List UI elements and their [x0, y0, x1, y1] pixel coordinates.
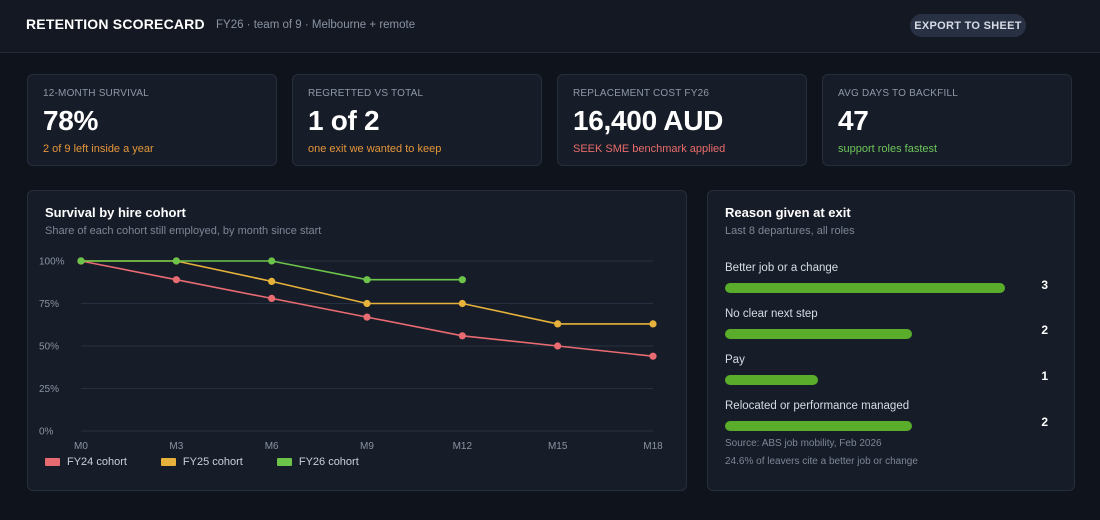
legend-item: FY26 cohort: [276, 455, 359, 469]
reason-bar: [725, 375, 1025, 385]
reason-label: Relocated or performance managed: [725, 400, 910, 412]
legend-label: FY24 cohort: [67, 456, 127, 468]
data-point: [172, 257, 180, 265]
reason-bar-fill: [725, 283, 1005, 293]
kpi-value: 78%: [43, 105, 99, 136]
y-tick-label: 50%: [39, 342, 59, 353]
reasons-footnote: 24.6% of leavers cite a better job or ch…: [725, 456, 918, 467]
data-point: [649, 352, 657, 360]
kpi-card-replacement-cost: REPLACEMENT COST FY26 16,400 AUD SEEK SM…: [557, 74, 807, 166]
legend-swatch: [276, 458, 292, 466]
data-point: [458, 332, 466, 340]
reason-bar: [725, 329, 1025, 339]
legend-item: FY25 cohort: [160, 455, 243, 469]
kpi-note: one exit we wanted to keep: [308, 143, 442, 155]
kpi-card-backfill-days: AVG DAYS TO BACKFILL 47 support roles fa…: [822, 74, 1072, 166]
legend-swatch: [160, 458, 176, 466]
data-point: [554, 342, 562, 350]
legend-label: FY26 cohort: [298, 456, 359, 468]
reasons-title: Reason given at exit: [725, 205, 851, 220]
data-point: [458, 299, 466, 308]
data-point: [77, 257, 85, 265]
data-point: [172, 276, 180, 284]
x-tick-label: M6: [265, 441, 279, 452]
y-tick-label: 100%: [39, 257, 65, 268]
kpi-note: 2 of 9 left inside a year: [43, 143, 154, 155]
kpi-label: AVG DAYS TO BACKFILL: [838, 88, 958, 99]
legend-label: FY25 cohort: [182, 456, 243, 468]
reasons-source: Source: ABS job mobility, Feb 2026: [725, 438, 882, 449]
exit-reasons-panel: Reason given at exit Last 8 departures, …: [707, 190, 1075, 491]
reason-label: No clear next step: [725, 308, 818, 320]
reason-count: 1: [1041, 369, 1048, 383]
reason-label: Pay: [725, 354, 745, 366]
data-point: [268, 257, 276, 265]
kpi-value: 1 of 2: [308, 105, 380, 136]
reason-bar: [725, 421, 1025, 431]
page-subtitle: FY26 · team of 9 · Melbourne + remote: [216, 19, 416, 31]
survival-line-chart: 100% 75% 50% 25% 0% M0 M3 M6 M9 M12 M15 M18: [39, 257, 663, 453]
kpi-label: REGRETTED VS TOTAL: [308, 88, 424, 99]
x-tick-label: M3: [169, 441, 183, 452]
data-point: [363, 276, 371, 284]
reason-bar-fill: [725, 329, 912, 339]
x-tick-label: M12: [453, 441, 473, 452]
legend-item: FY24 cohort: [45, 455, 127, 469]
reason-bar: [725, 283, 1025, 293]
data-point: [363, 313, 371, 321]
kpi-value: 47: [838, 105, 869, 136]
reason-bar-fill: [725, 421, 912, 431]
kpi-note: SEEK SME benchmark applied: [573, 143, 726, 155]
data-point: [363, 299, 371, 308]
reason-count: 2: [1041, 323, 1048, 337]
series-line: [80, 260, 654, 357]
reason-count: 2: [1041, 415, 1048, 429]
chart-subtitle: Share of each cohort still employed, by …: [45, 225, 322, 237]
y-tick-label: 75%: [39, 299, 59, 310]
survival-chart-panel: Survival by hire cohort Share of each co…: [27, 190, 687, 491]
kpi-label: 12-MONTH SURVIVAL: [43, 88, 149, 99]
reason-count: 3: [1041, 278, 1048, 292]
data-point: [649, 320, 657, 328]
kpi-label: REPLACEMENT COST FY26: [573, 88, 710, 99]
reason-bar-fill: [725, 375, 819, 385]
x-tick-label: M15: [548, 441, 568, 452]
y-tick-label: 25%: [39, 384, 59, 395]
data-point: [268, 294, 276, 302]
page-title: RETENTION SCORECARD: [26, 16, 205, 32]
kpi-card-regretted: REGRETTED VS TOTAL 1 of 2 one exit we wa…: [292, 74, 542, 166]
chart-title: Survival by hire cohort: [45, 205, 186, 220]
export-to-sheet-button[interactable]: EXPORT TO SHEET: [910, 14, 1026, 37]
x-tick-label: M18: [643, 441, 663, 452]
x-tick-label: M9: [360, 441, 374, 452]
data-point: [268, 277, 276, 285]
x-tick-label: M0: [74, 441, 88, 452]
kpi-card-survival: 12-MONTH SURVIVAL 78% 2 of 9 left inside…: [27, 74, 277, 166]
reason-label: Better job or a change: [725, 262, 839, 274]
legend-swatch: [45, 458, 60, 466]
y-tick-label: 0%: [39, 427, 54, 438]
data-point: [554, 320, 562, 328]
reasons-subtitle: Last 8 departures, all roles: [725, 225, 855, 237]
kpi-value: 16,400 AUD: [573, 105, 724, 136]
kpi-note: support roles fastest: [838, 143, 938, 155]
top-bar: RETENTION SCORECARD FY26 · team of 9 · M…: [0, 0, 1100, 53]
chart-legend: FY24 cohort FY25 cohort FY26 cohort: [45, 455, 359, 469]
data-point: [458, 276, 466, 284]
